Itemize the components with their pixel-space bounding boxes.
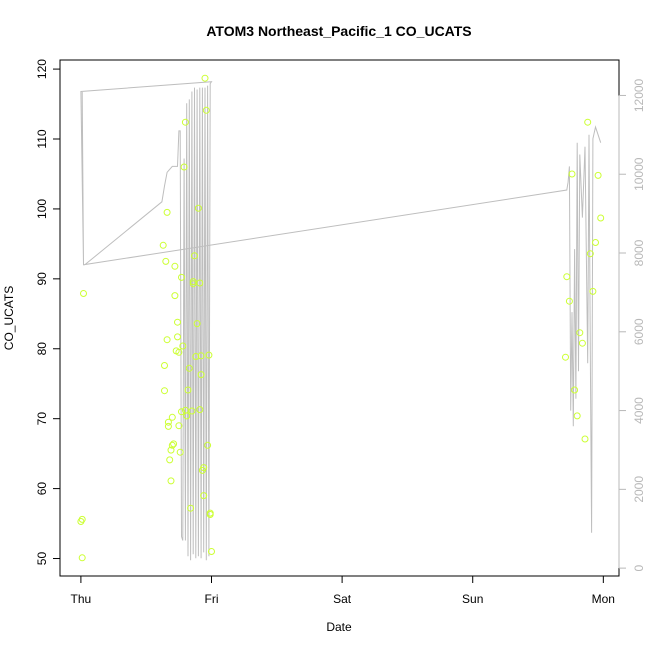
scatter-point (189, 278, 197, 286)
scatter-point (183, 412, 191, 420)
scatter-point (592, 239, 599, 246)
x-axis: Thu Fri Sat Sun Mon (71, 575, 615, 606)
scatter-point (197, 371, 205, 379)
scatter-series-group (77, 74, 605, 562)
scatter-point (205, 351, 213, 359)
scatter-point (168, 413, 176, 421)
scatter-point (179, 342, 187, 350)
scatter-point (586, 250, 594, 258)
scatter-point (202, 106, 210, 114)
scatter-point (163, 336, 171, 344)
scatter-point (174, 318, 181, 326)
x-tick-label: Thu (71, 592, 92, 606)
scatter-point (164, 418, 172, 426)
scatter-point (161, 362, 168, 369)
scatter-point (594, 171, 602, 179)
scatter-point (578, 339, 586, 347)
scatter-point (171, 292, 179, 300)
y-tick-label: 70 (35, 412, 49, 426)
scatter-point (201, 74, 209, 82)
scatter-point (170, 440, 178, 448)
scatter-point (576, 329, 584, 337)
scatter-point (78, 515, 86, 523)
x-tick-label: Sat (333, 592, 352, 606)
y-axis-right: 0 2000 4000 6000 8000 10000 12000 (618, 78, 646, 571)
scatter-point (178, 408, 185, 416)
scatter-point (197, 352, 205, 360)
scatter-point (584, 118, 592, 126)
chart-title: ATOM3 Northeast_Pacific_1 CO_UCATS (206, 23, 471, 39)
scatter-point (206, 509, 214, 517)
scatter-point (562, 353, 569, 361)
x-tick-label: Fri (205, 592, 219, 606)
scatter-point (185, 364, 193, 372)
line-series-trace (80, 81, 602, 561)
y2-tick-label: 4000 (632, 397, 646, 424)
scatter-point (80, 290, 87, 297)
scatter-point (196, 406, 204, 414)
scatter-point (184, 386, 192, 394)
scatter-point (180, 163, 188, 171)
scatter-point (166, 456, 174, 464)
scatter-point (565, 297, 573, 305)
scatter-point (563, 273, 571, 281)
scatter-point (192, 353, 200, 360)
y-tick-label: 90 (35, 272, 49, 286)
scatter-point (193, 320, 201, 328)
scatter-point (164, 422, 172, 430)
scatter-point (200, 492, 208, 500)
y2-tick-label: 0 (632, 564, 646, 571)
y-tick-label: 80 (35, 342, 49, 356)
scatter-point (176, 448, 184, 456)
y2-tick-label: 6000 (632, 318, 646, 345)
x-tick-label: Mon (592, 592, 615, 606)
scatter-point (204, 441, 212, 449)
y-axis-label: CO_UCATS (2, 286, 16, 350)
scatter-point (188, 407, 196, 415)
scatter-point (597, 214, 605, 222)
scatter-point (208, 548, 215, 555)
scatter-point (187, 504, 195, 512)
scatter-point (196, 279, 204, 287)
scatter-point (573, 412, 581, 420)
scatter-point (163, 208, 171, 216)
scatter-point (78, 554, 86, 562)
y2-tick-label: 10000 (632, 157, 646, 191)
scatter-point (168, 441, 176, 449)
scatter-point (167, 477, 175, 485)
x-axis-label: Date (326, 620, 352, 634)
scatter-point (181, 118, 189, 126)
scatter-point (175, 348, 183, 356)
scatter-point (189, 280, 197, 288)
scatter-point (200, 464, 208, 472)
scatter-point (167, 446, 175, 454)
scatter-point (589, 287, 597, 295)
y-tick-label: 60 (35, 482, 49, 496)
y2-tick-label: 12000 (632, 78, 646, 112)
y-axis-left: 50 60 70 80 90 100 110 120 (35, 59, 61, 566)
scatter-point (581, 435, 589, 443)
y-tick-label: 110 (35, 129, 49, 148)
plot-area-frame (59, 59, 620, 577)
scatter-point (194, 204, 202, 212)
y-tick-label: 50 (35, 552, 49, 566)
scatter-point (159, 241, 167, 249)
scatter-point (162, 257, 170, 265)
scatter-point (171, 262, 179, 270)
scatter-point (174, 333, 181, 341)
scatter-point (175, 422, 183, 430)
y2-tick-label: 2000 (632, 476, 646, 503)
y-tick-label: 120 (35, 59, 49, 79)
x-tick-label: Sun (462, 592, 483, 606)
y-tick-label: 100 (35, 199, 49, 219)
line-series-group (80, 81, 602, 561)
scatter-point (178, 273, 185, 281)
scatter-point (568, 170, 576, 178)
scatter-point (161, 387, 168, 395)
scatter-point (571, 386, 579, 394)
scatter-point (191, 252, 198, 260)
y2-tick-label: 8000 (632, 239, 646, 266)
